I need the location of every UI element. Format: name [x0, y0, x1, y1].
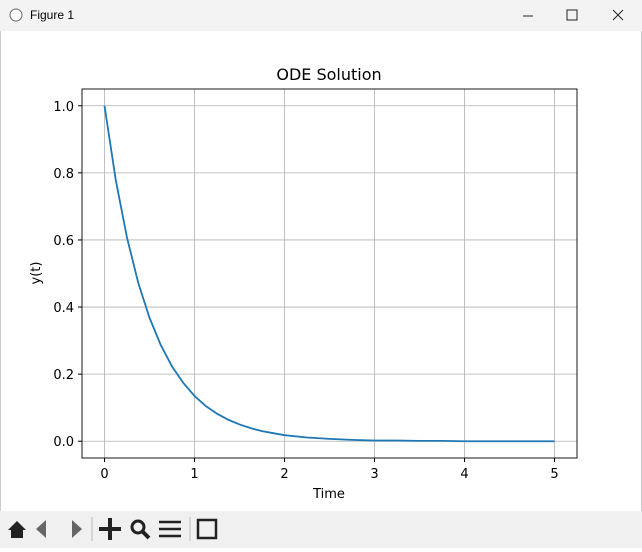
x-tick-label: 4 [460, 467, 468, 482]
y-tick-label: 0.0 [53, 435, 74, 450]
y-tick-label: 1.0 [53, 100, 74, 115]
x-axis-label: Time [312, 487, 345, 502]
y-tick-label: 0.2 [53, 368, 74, 383]
close-button[interactable] [612, 9, 624, 21]
x-tick-label: 2 [280, 467, 288, 482]
zoom-button[interactable] [130, 519, 151, 540]
x-tick-label: 5 [550, 467, 558, 482]
window-title: Figure 1 [30, 8, 74, 22]
home-button[interactable] [8, 521, 26, 538]
toolbar [0, 511, 642, 548]
chart-title: ODE Solution [276, 65, 381, 84]
x-tick-label: 0 [100, 467, 108, 482]
plot: ODE Solution Time y(t) 0.0 0.2 0.4 0.6 0.8 1.… [29, 65, 578, 502]
y-axis-label: y(t) [29, 262, 44, 285]
x-tick-label: 3 [370, 467, 378, 482]
configure-button[interactable] [159, 520, 181, 538]
pan-button[interactable] [99, 518, 121, 540]
forward-button[interactable] [72, 520, 82, 538]
data-line [103, 105, 555, 443]
title-bar [0, 0, 642, 31]
y-tick-label: 0.6 [53, 234, 74, 249]
y-tick-label: 0.4 [53, 301, 74, 316]
back-button[interactable] [36, 520, 46, 538]
app-icon [9, 8, 23, 22]
save-button[interactable] [196, 518, 218, 540]
maximize-button[interactable] [566, 9, 578, 21]
y-tick-label: 0.8 [53, 167, 74, 182]
x-tick-label: 1 [190, 467, 198, 482]
axes-frame [81, 88, 578, 459]
